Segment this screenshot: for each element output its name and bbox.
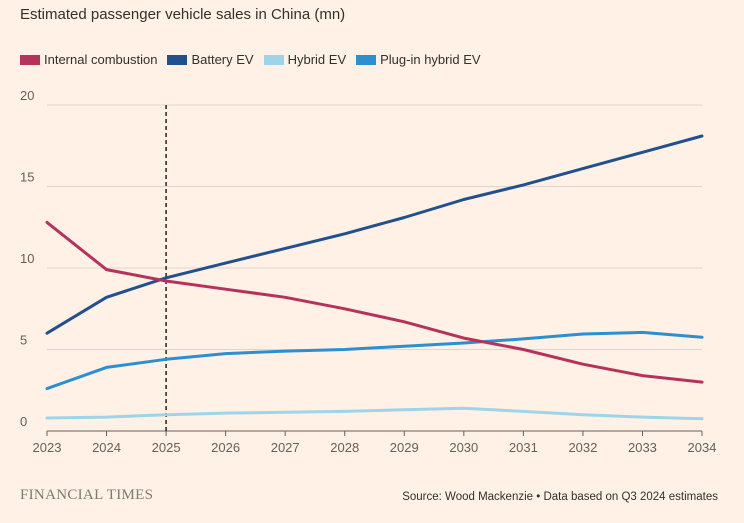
x-tick-label: 2033: [628, 440, 657, 455]
y-tick-label: 5: [20, 333, 27, 348]
source-note: Source: Wood Mackenzie • Data based on Q…: [402, 491, 718, 503]
legend-item-hybrid-ev: Hybrid EV: [263, 52, 347, 67]
y-tick-label: 20: [20, 88, 34, 103]
y-tick-label: 10: [20, 251, 34, 266]
chart-title: Estimated passenger vehicle sales in Chi…: [20, 6, 346, 23]
y-tick-label: 15: [20, 170, 34, 185]
x-tick-label: 2032: [568, 440, 597, 455]
legend-label-internal-combustion: Internal combustion: [44, 52, 158, 67]
series-line-plug-in-hybrid-ev: [45, 330, 704, 391]
legend-item-plug-in-hybrid-ev: Plug-in hybrid EV: [356, 52, 481, 67]
legend-label-plug-in-hybrid-ev: Plug-in hybrid EV: [380, 52, 481, 67]
legend-swatch-internal-combustion: [20, 54, 40, 65]
legend-item-battery-ev: Battery EV: [167, 52, 254, 67]
x-tick-label: 2034: [688, 440, 717, 455]
y-tick-label: 0: [20, 414, 27, 429]
brand-logo-text: FINANCIAL TIMES: [20, 487, 154, 503]
series-line-internal-combustion: [45, 220, 704, 384]
x-tick-label: 2030: [449, 440, 478, 455]
legend-label-hybrid-ev: Hybrid EV: [287, 52, 347, 67]
x-tick-label: 2026: [211, 440, 240, 455]
x-tick-label: 2028: [330, 440, 359, 455]
legend-swatch-battery-ev: [167, 54, 188, 65]
x-tick-label: 2023: [33, 440, 62, 455]
x-tick-label: 2029: [390, 440, 419, 455]
legend-swatch-plug-in-hybrid-ev: [356, 54, 377, 65]
x-tick-label: 2024: [92, 440, 121, 455]
legend-label-battery-ev: Battery EV: [191, 52, 254, 67]
x-tick-label: 2027: [271, 440, 300, 455]
legend: Internal combustion Battery EV Hybrid EV…: [20, 52, 481, 67]
x-tick-label: 2031: [509, 440, 538, 455]
x-tick-label: 2025: [152, 440, 181, 455]
series-line-hybrid-ev: [45, 406, 704, 421]
legend-item-internal-combustion: Internal combustion: [20, 52, 157, 67]
legend-swatch-hybrid-ev: [263, 54, 284, 65]
series-line-battery-ev: [45, 134, 704, 335]
